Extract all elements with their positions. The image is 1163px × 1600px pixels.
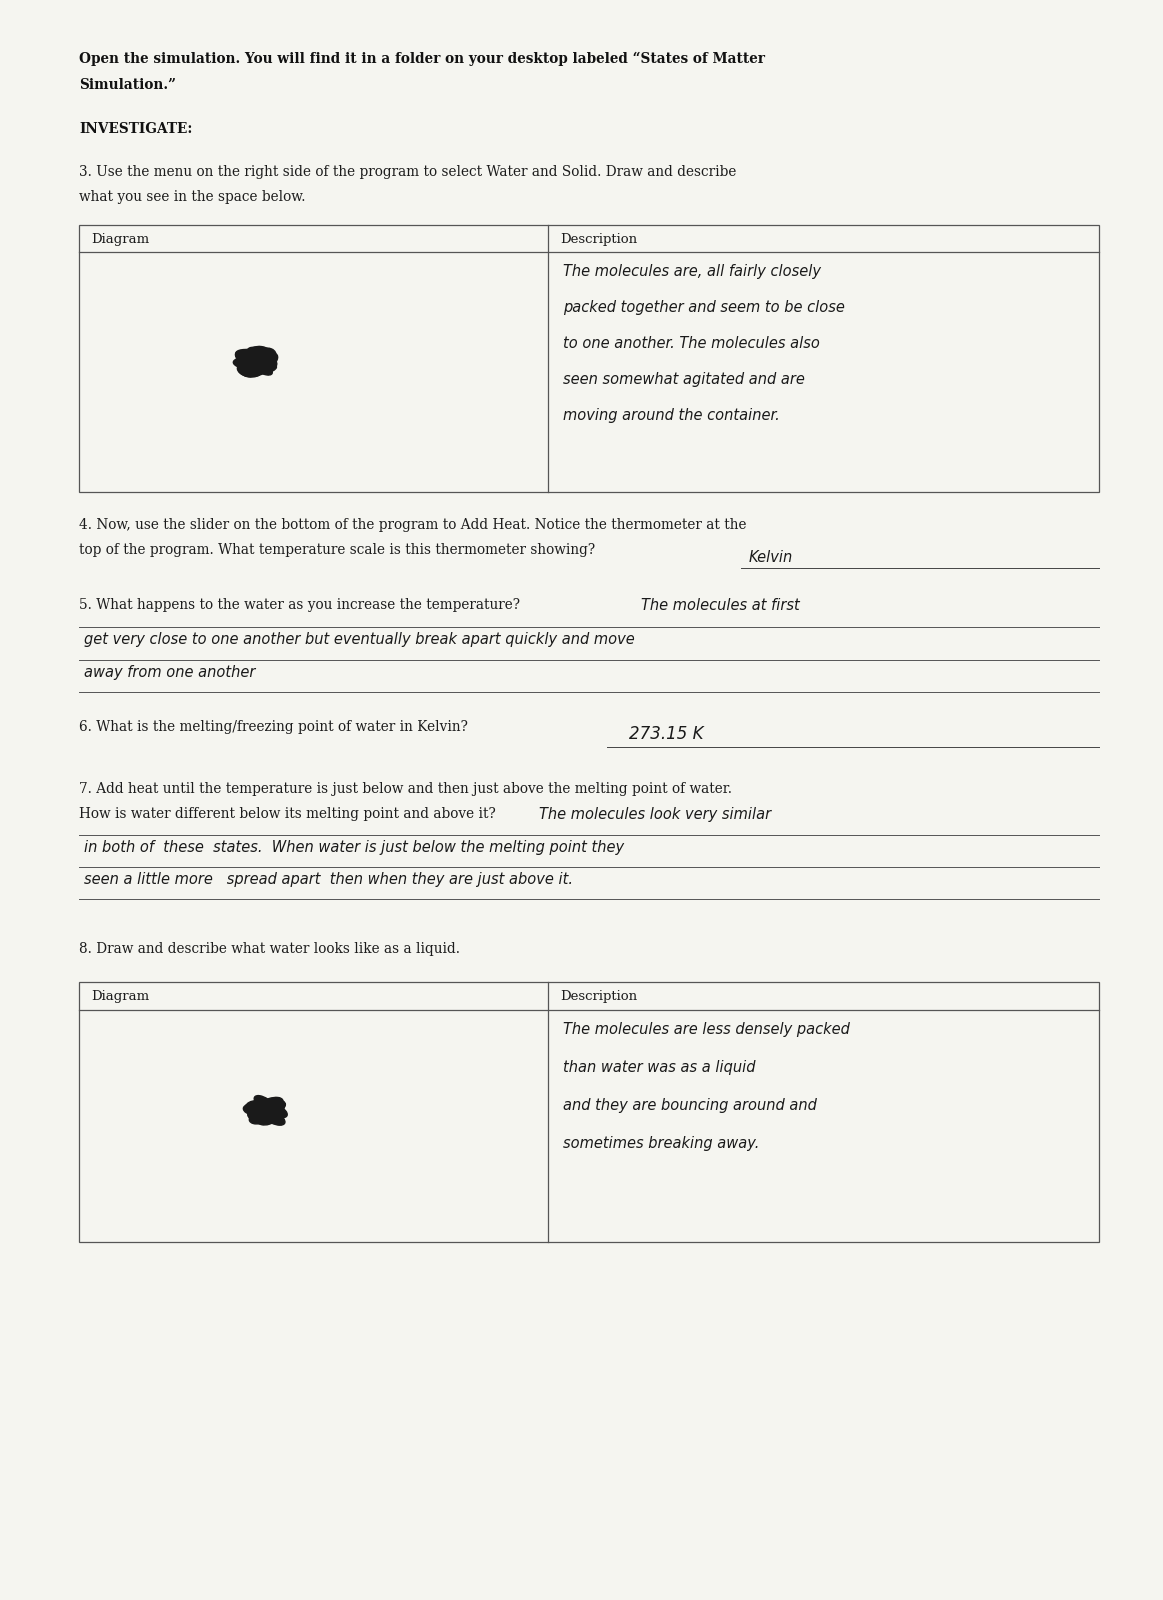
Ellipse shape xyxy=(259,1104,281,1117)
Text: 7. Add heat until the temperature is just below and then just above the melting : 7. Add heat until the temperature is jus… xyxy=(79,782,732,795)
Ellipse shape xyxy=(240,357,266,368)
Bar xyxy=(79,982,1099,1242)
Ellipse shape xyxy=(251,352,278,373)
Text: 4. Now, use the slider on the bottom of the program to Add Heat. Notice the ther: 4. Now, use the slider on the bottom of … xyxy=(79,518,747,531)
Ellipse shape xyxy=(247,354,271,366)
Text: The molecules are less densely packed: The molecules are less densely packed xyxy=(563,1022,850,1037)
Text: 8. Draw and describe what water looks like as a liquid.: 8. Draw and describe what water looks li… xyxy=(79,942,461,955)
Ellipse shape xyxy=(238,360,262,376)
Text: what you see in the space below.: what you see in the space below. xyxy=(79,190,306,203)
Text: moving around the container.: moving around the container. xyxy=(563,408,780,422)
Ellipse shape xyxy=(252,352,276,366)
Text: How is water different below its melting point and above it?: How is water different below its melting… xyxy=(79,806,495,821)
Ellipse shape xyxy=(255,1104,272,1118)
Text: 6. What is the melting/freezing point of water in Kelvin?: 6. What is the melting/freezing point of… xyxy=(79,720,468,734)
Text: Description: Description xyxy=(561,990,637,1003)
Ellipse shape xyxy=(248,347,273,366)
Ellipse shape xyxy=(258,1098,283,1110)
Text: get very close to one another but eventually break apart quickly and move: get very close to one another but eventu… xyxy=(84,632,635,646)
Ellipse shape xyxy=(241,352,264,366)
Ellipse shape xyxy=(237,358,259,373)
Ellipse shape xyxy=(237,363,262,378)
Ellipse shape xyxy=(263,1110,285,1125)
Ellipse shape xyxy=(236,350,257,363)
Ellipse shape xyxy=(262,1101,279,1114)
Text: 5. What happens to the water as you increase the temperature?: 5. What happens to the water as you incr… xyxy=(79,598,520,611)
Ellipse shape xyxy=(243,350,266,362)
Text: seen somewhat agitated and are: seen somewhat agitated and are xyxy=(563,371,805,387)
Text: and they are bouncing around and: and they are bouncing around and xyxy=(563,1098,818,1114)
Text: seen a little more   spread apart  then when they are just above it.: seen a little more spread apart then whe… xyxy=(84,872,573,886)
Ellipse shape xyxy=(266,1099,285,1110)
Text: Kelvin: Kelvin xyxy=(749,550,793,565)
Ellipse shape xyxy=(235,349,265,365)
Text: sometimes breaking away.: sometimes breaking away. xyxy=(563,1136,759,1150)
Ellipse shape xyxy=(245,1101,269,1114)
Text: The molecules at first: The molecules at first xyxy=(641,598,800,613)
Text: Diagram: Diagram xyxy=(91,234,149,246)
Ellipse shape xyxy=(243,1104,266,1115)
Ellipse shape xyxy=(249,347,272,362)
Text: than water was as a liquid: than water was as a liquid xyxy=(563,1059,756,1075)
Ellipse shape xyxy=(234,357,262,368)
Text: The molecules are, all fairly closely: The molecules are, all fairly closely xyxy=(563,264,821,278)
Text: INVESTIGATE:: INVESTIGATE: xyxy=(79,122,192,136)
Text: 3. Use the menu on the right side of the program to select Water and Solid. Draw: 3. Use the menu on the right side of the… xyxy=(79,165,736,179)
Text: top of the program. What temperature scale is this thermometer showing?: top of the program. What temperature sca… xyxy=(79,542,595,557)
Ellipse shape xyxy=(266,1104,287,1118)
Ellipse shape xyxy=(248,1109,269,1122)
Text: away from one another: away from one another xyxy=(84,666,256,680)
Ellipse shape xyxy=(255,349,276,365)
Ellipse shape xyxy=(255,1096,276,1112)
Text: to one another. The molecules also: to one another. The molecules also xyxy=(563,336,820,350)
Text: in both of  these  states.  When water is just below the melting point they: in both of these states. When water is j… xyxy=(84,840,625,854)
Ellipse shape xyxy=(247,357,272,374)
Ellipse shape xyxy=(249,1112,270,1123)
Ellipse shape xyxy=(255,1102,273,1114)
Ellipse shape xyxy=(248,363,277,374)
Ellipse shape xyxy=(262,1109,283,1120)
Ellipse shape xyxy=(236,354,259,366)
Ellipse shape xyxy=(252,358,277,373)
Text: Open the simulation. You will find it in a folder on your desktop labeled “State: Open the simulation. You will find it in… xyxy=(79,51,765,66)
Text: Diagram: Diagram xyxy=(91,990,149,1003)
Ellipse shape xyxy=(242,358,265,373)
Text: 273.15 K: 273.15 K xyxy=(629,725,704,742)
Ellipse shape xyxy=(255,1107,274,1122)
Text: Simulation.”: Simulation.” xyxy=(79,78,176,91)
Text: packed together and seem to be close: packed together and seem to be close xyxy=(563,299,846,315)
Text: Description: Description xyxy=(561,234,637,246)
Ellipse shape xyxy=(242,360,270,378)
Ellipse shape xyxy=(248,357,271,368)
Bar xyxy=(79,226,1099,493)
Ellipse shape xyxy=(269,1101,285,1115)
Text: The molecules look very similar: The molecules look very similar xyxy=(540,806,771,822)
Ellipse shape xyxy=(257,1110,278,1125)
Ellipse shape xyxy=(248,1104,265,1118)
